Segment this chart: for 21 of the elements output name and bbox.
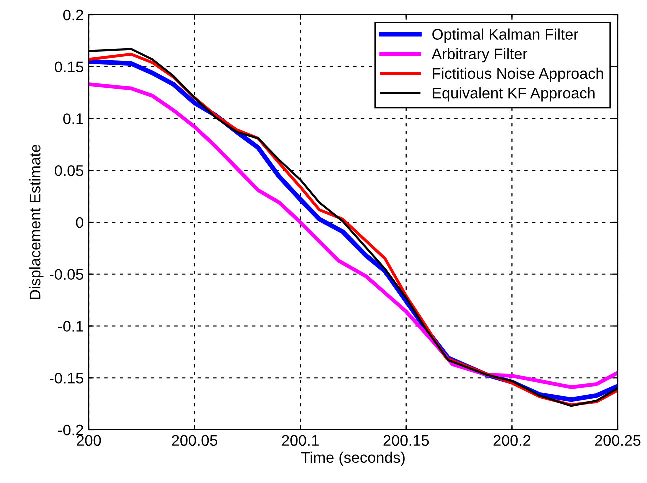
y-tick-label: -0.1 <box>58 321 84 332</box>
x-tick-label: 200.05 <box>172 435 218 446</box>
legend-label: Optimal Kalman Filter <box>432 28 578 43</box>
x-tick-label: 200.1 <box>282 435 319 446</box>
legend-label: Fictitious Noise Approach <box>433 68 604 82</box>
y-tick-label: -0.15 <box>50 372 84 384</box>
y-tick-label: -0.2 <box>58 424 84 436</box>
legend-label: Arbitrary Filter <box>432 48 528 63</box>
x-axis-title: Time (seconds) <box>301 452 405 466</box>
x-tick-label: 200.15 <box>384 435 430 446</box>
legend-label: Equivalent KF Approach <box>433 88 595 102</box>
x-tick-label: 200.25 <box>595 435 641 446</box>
y-tick-label: 0 <box>76 217 84 228</box>
y-axis-title: Displacement Estimate <box>30 145 44 300</box>
y-tick-label: 0.2 <box>64 10 84 21</box>
x-tick-label: 200 <box>77 435 102 446</box>
y-tick-label: 0.1 <box>64 114 84 124</box>
y-tick-label: -0.05 <box>50 269 84 280</box>
y-tick-label: 0.15 <box>55 62 84 73</box>
y-tick-label: 0.05 <box>55 165 84 176</box>
x-tick-label: 200.2 <box>494 435 531 446</box>
